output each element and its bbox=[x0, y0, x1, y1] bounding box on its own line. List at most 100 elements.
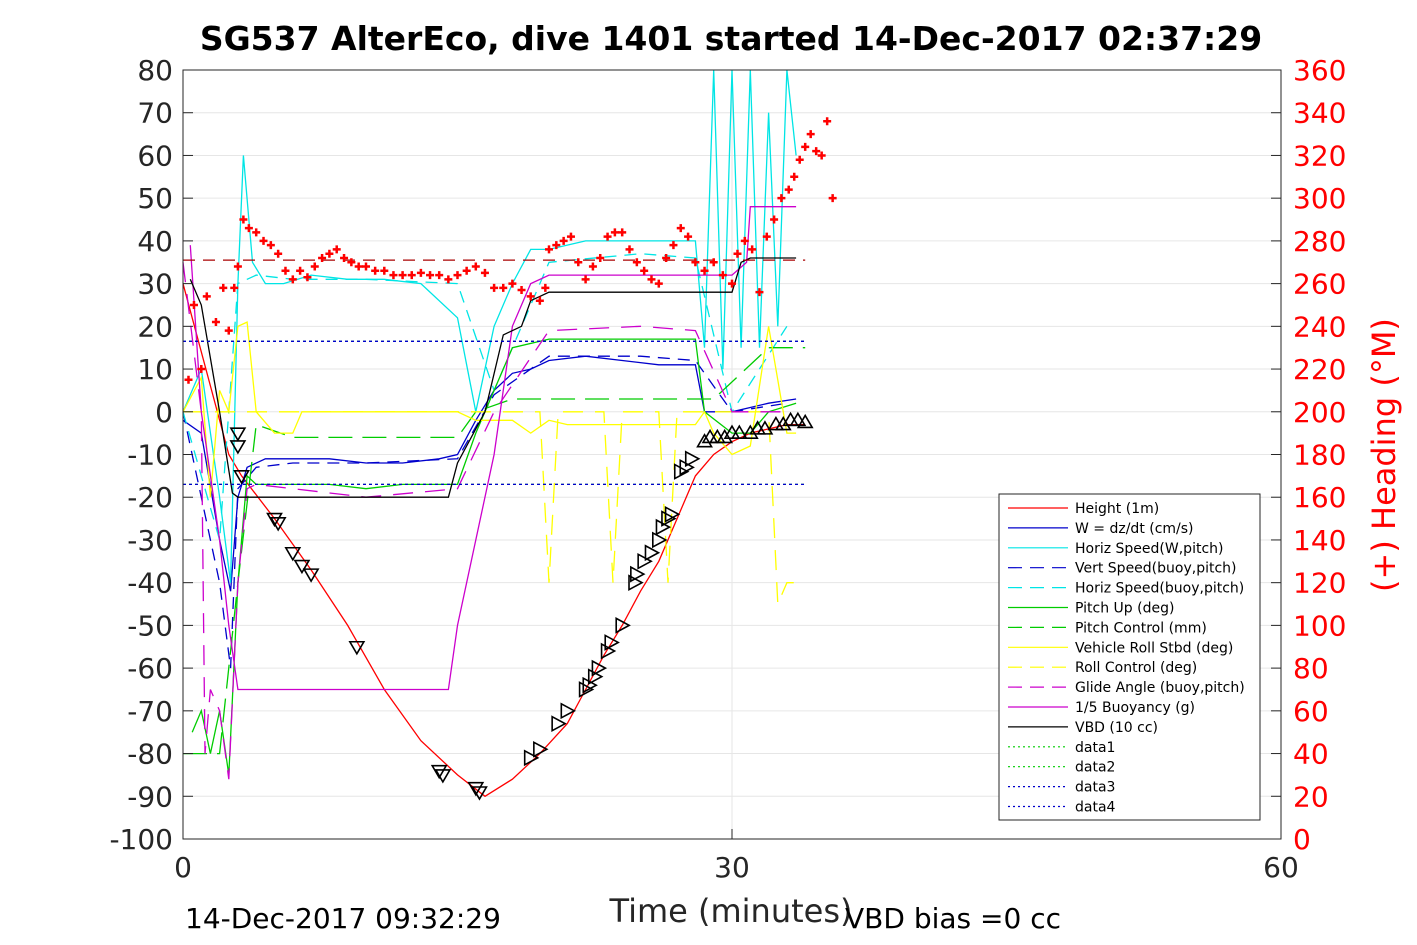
heading-point bbox=[545, 245, 553, 254]
right-tick-label: 260 bbox=[1293, 268, 1346, 301]
heading-point bbox=[777, 194, 786, 203]
heading-point bbox=[700, 266, 709, 275]
right-tick-label: 140 bbox=[1293, 524, 1346, 557]
dive-marker bbox=[582, 676, 598, 694]
heading-point bbox=[462, 266, 471, 275]
heading-point bbox=[202, 292, 211, 301]
heading-point bbox=[647, 275, 656, 284]
heading-point bbox=[426, 271, 435, 280]
dive-marker bbox=[679, 458, 695, 476]
dive-marker bbox=[655, 518, 672, 536]
dive-marker bbox=[591, 659, 608, 677]
heading-point bbox=[197, 365, 206, 374]
dive-marker bbox=[533, 740, 549, 758]
dive-marker bbox=[756, 420, 774, 435]
heading-point bbox=[618, 228, 627, 237]
heading-point bbox=[325, 249, 334, 258]
heading-point bbox=[354, 262, 363, 271]
heading-point bbox=[517, 286, 526, 295]
heading-point bbox=[784, 185, 793, 194]
dive-marker bbox=[789, 411, 807, 427]
x-axis-label: Time (minutes) bbox=[609, 892, 853, 930]
heading-point bbox=[823, 117, 832, 126]
heading-point bbox=[407, 271, 416, 280]
heading-point bbox=[676, 224, 685, 233]
heading-point bbox=[340, 253, 349, 262]
y-tick-label: 10 bbox=[137, 353, 173, 386]
dive-marker bbox=[293, 559, 311, 575]
legend-label: VBD (10 cc) bbox=[1075, 720, 1158, 736]
dive-marker bbox=[730, 424, 748, 439]
y-tick-label: -90 bbox=[127, 780, 173, 813]
y-tick-label: 0 bbox=[155, 396, 173, 429]
dive-marker bbox=[644, 544, 661, 562]
heading-point bbox=[806, 130, 815, 139]
heading-point bbox=[281, 266, 290, 275]
legend-label: data1 bbox=[1075, 740, 1115, 756]
heading-point bbox=[632, 258, 641, 267]
dive-marker bbox=[630, 565, 646, 583]
legend-label: Pitch Control (mm) bbox=[1075, 620, 1207, 636]
heading-point bbox=[189, 300, 198, 309]
heading-point bbox=[691, 258, 700, 267]
heading-point bbox=[303, 273, 312, 282]
dive-marker bbox=[430, 764, 448, 780]
series-line bbox=[183, 347, 806, 755]
dive-marker bbox=[774, 416, 792, 431]
dive-marker bbox=[684, 450, 701, 468]
heading-point bbox=[490, 283, 499, 292]
y-tick-label: 40 bbox=[137, 225, 173, 258]
dive-marker bbox=[652, 531, 668, 549]
dive-marker bbox=[266, 512, 283, 528]
right-tick-label: 40 bbox=[1293, 738, 1329, 771]
legend-label: 1/5 Buoyancy (g) bbox=[1075, 700, 1195, 716]
heading-point bbox=[748, 245, 757, 254]
heading-point bbox=[266, 241, 275, 250]
dive-marker bbox=[269, 517, 287, 532]
heading-point bbox=[762, 232, 771, 241]
series-line bbox=[189, 206, 797, 691]
series-line bbox=[182, 262, 787, 780]
heading-point bbox=[233, 262, 242, 271]
right-tick-label: 300 bbox=[1293, 182, 1346, 215]
y-tick-label: 30 bbox=[137, 268, 173, 301]
legend-label: Pitch Up (deg) bbox=[1075, 601, 1174, 617]
footer-timestamp: 14-Dec-2017 09:32:29 bbox=[185, 902, 501, 935]
heading-point bbox=[662, 253, 671, 262]
heading-point bbox=[603, 232, 612, 241]
heading-point bbox=[347, 258, 356, 267]
y-tick-label: 50 bbox=[137, 182, 173, 215]
heading-point bbox=[435, 271, 444, 280]
dive-marker bbox=[471, 786, 488, 801]
marker-points bbox=[229, 411, 814, 801]
heading-point bbox=[625, 245, 634, 254]
x-axis: 0 30 60 bbox=[174, 829, 1299, 884]
heading-point bbox=[669, 241, 678, 250]
heading-point bbox=[219, 283, 228, 292]
heading-point bbox=[728, 279, 736, 288]
series-line bbox=[182, 355, 797, 592]
dive-marker bbox=[233, 470, 250, 485]
y-tick-label: -50 bbox=[127, 609, 173, 642]
heading-point bbox=[244, 224, 253, 233]
right-tick-label: 60 bbox=[1293, 695, 1329, 728]
right-tick-label: 200 bbox=[1293, 396, 1346, 429]
heading-point bbox=[389, 271, 398, 280]
heading-point bbox=[398, 271, 407, 280]
chart-title: SG537 AlterEco, dive 1401 started 14-Dec… bbox=[200, 19, 1262, 58]
right-axis-label: (+) Heading (°M) bbox=[1365, 318, 1403, 592]
heading-point bbox=[566, 232, 575, 241]
series-line bbox=[182, 69, 797, 583]
y-tick-label: -100 bbox=[109, 823, 173, 856]
dive-marker bbox=[637, 552, 653, 570]
heading-point bbox=[574, 258, 583, 267]
heading-point bbox=[211, 318, 220, 327]
heading-point bbox=[733, 249, 742, 258]
right-tick-label: 360 bbox=[1293, 54, 1346, 87]
legend-label: Height (1m) bbox=[1075, 501, 1159, 517]
heading-point bbox=[770, 215, 779, 224]
dive-marker bbox=[716, 428, 734, 444]
y-tick-label: -30 bbox=[127, 524, 173, 557]
heading-point bbox=[259, 236, 268, 245]
dive-marker bbox=[615, 617, 631, 634]
